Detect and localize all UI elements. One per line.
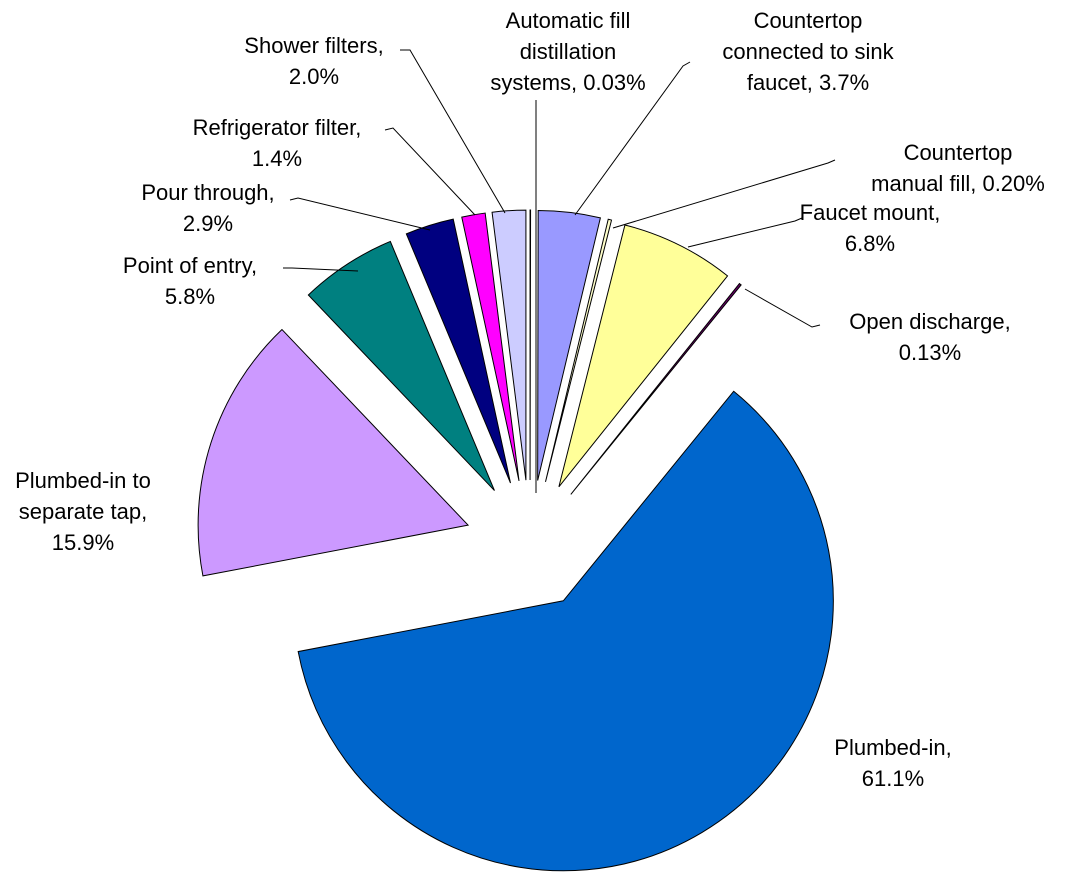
- data-label: Refrigerator filter, 1.4%: [127, 112, 427, 174]
- label-separator: ,: [355, 115, 362, 140]
- leader-line: [687, 217, 803, 248]
- label-category: Open discharge: [849, 309, 1005, 334]
- data-label: Open discharge, 0.13%: [780, 306, 1073, 368]
- pie-slice: [307, 240, 495, 491]
- leader-line: [283, 267, 359, 272]
- leader-line: [384, 127, 476, 216]
- data-label: Pour through, 2.9%: [58, 177, 358, 239]
- label-value: 61.1%: [861, 766, 925, 791]
- pie-slice: [461, 212, 520, 482]
- label-separator: ,: [1004, 309, 1011, 334]
- label-category: Plumbed-in to separate tap: [15, 468, 151, 524]
- data-label: Plumbed-in, 61.1%: [743, 732, 1043, 794]
- label-value: 0.20%: [982, 171, 1045, 196]
- label-separator: ,: [970, 171, 983, 196]
- label-separator: ,: [934, 200, 941, 225]
- pie-slice: [558, 224, 729, 488]
- leader-line: [612, 159, 836, 229]
- label-value: 0.13%: [898, 340, 962, 365]
- data-label: Shower filters, 2.0%: [164, 30, 464, 92]
- label-category: Plumbed-in: [834, 735, 946, 760]
- label-separator: ,: [806, 70, 819, 95]
- label-separator: ,: [377, 33, 384, 58]
- pie-slice: [529, 209, 532, 481]
- pie-slice: [297, 390, 834, 872]
- pie-slice: [537, 209, 601, 481]
- label-value: 1.4%: [251, 146, 303, 171]
- pie-slice: [570, 282, 742, 495]
- label-category: Refrigerator filter: [192, 115, 356, 140]
- data-label: Point of entry, 5.8%: [40, 250, 340, 312]
- leader-line: [574, 61, 691, 216]
- label-value: 5.8%: [164, 284, 216, 309]
- data-label: Automatic fill distillation systems, 0.0…: [418, 5, 718, 98]
- data-label: Countertop manual fill, 0.20%: [808, 137, 1073, 199]
- label-value: 2.9%: [182, 211, 234, 236]
- leader-line: [289, 197, 431, 231]
- label-category: Automatic fill distillation systems: [490, 8, 631, 95]
- leader-line: [400, 49, 506, 214]
- label-value: 6.8%: [844, 231, 896, 256]
- label-category: Point of entry: [122, 253, 251, 278]
- data-label: Plumbed-in to separate tap, 15.9%: [0, 465, 233, 558]
- label-category: Faucet mount: [799, 200, 935, 225]
- pie-slice: [405, 218, 511, 484]
- label-separator: ,: [571, 70, 584, 95]
- leader-line: [744, 288, 821, 328]
- data-label: Faucet mount, 6.8%: [720, 197, 1020, 259]
- label-separator: ,: [250, 253, 258, 278]
- label-value: 15.9%: [51, 530, 115, 555]
- pie-slice: [545, 218, 613, 482]
- pie-slice: [197, 328, 470, 577]
- label-category: Pour through: [141, 180, 269, 205]
- label-separator: ,: [268, 180, 275, 205]
- label-value: 2.0%: [288, 64, 340, 89]
- label-category: Shower filters: [244, 33, 378, 58]
- label-value: 0.03%: [583, 70, 646, 95]
- label-value: 3.7%: [819, 70, 870, 95]
- label-category: Countertop manual fill: [871, 140, 1013, 196]
- data-label: Countertop connected to sink faucet, 3.7…: [658, 5, 958, 98]
- label-separator: ,: [945, 735, 952, 760]
- label-separator: ,: [141, 499, 148, 524]
- pie-slice: [491, 209, 527, 481]
- label-category: Countertop connected to sink faucet: [722, 8, 894, 95]
